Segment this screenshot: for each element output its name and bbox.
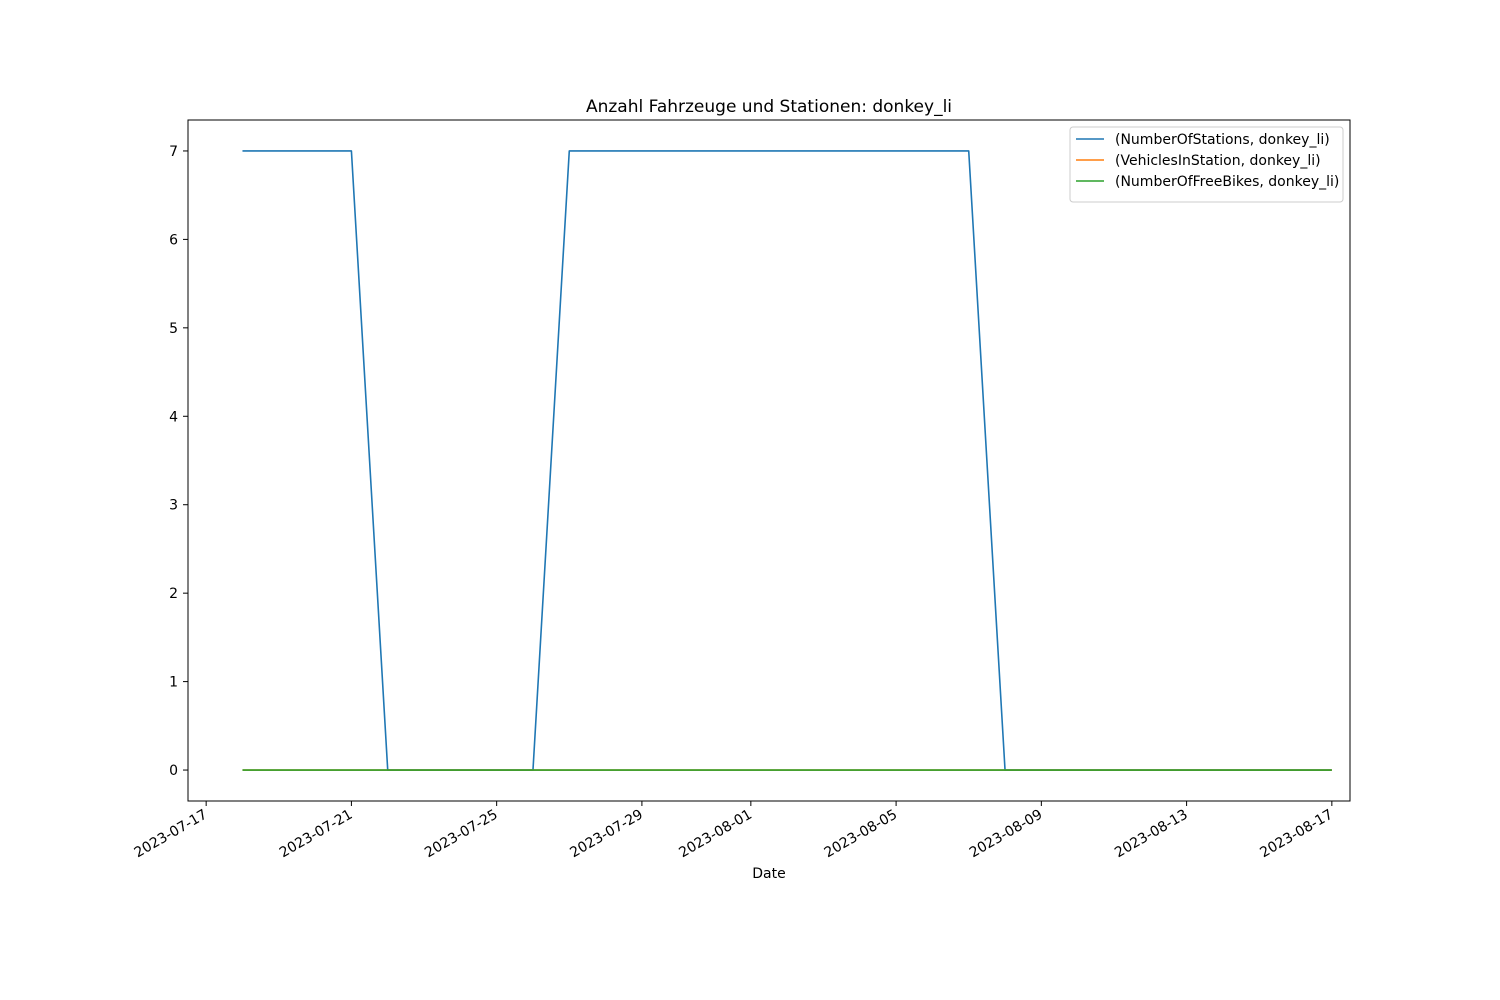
plot-frame bbox=[187, 119, 1351, 802]
y-tick-label: 4 bbox=[169, 409, 178, 425]
y-tick-label: 5 bbox=[169, 321, 178, 337]
y-tick-label: 0 bbox=[169, 763, 178, 779]
x-tick-label: 2023-08-13 bbox=[1112, 807, 1190, 862]
y-tick-label: 6 bbox=[169, 232, 178, 248]
x-axis: 2023-07-17 2023-07-21 2023-07-25 2023-07-29… bbox=[132, 801, 1336, 861]
legend-entry: (VehiclesInStation, donkey_li) bbox=[1115, 153, 1321, 169]
x-tick-label: 2023-07-17 bbox=[132, 807, 210, 862]
series-line-1 bbox=[242, 150, 1332, 771]
x-tick-label: 2023-08-09 bbox=[967, 807, 1045, 862]
x-tick-label: 2023-08-17 bbox=[1257, 807, 1335, 862]
y-tick-label: 7 bbox=[169, 144, 178, 160]
x-tick-label: 2023-07-29 bbox=[567, 807, 645, 862]
legend-box bbox=[1069, 126, 1344, 203]
x-tick-label: 2023-08-05 bbox=[822, 807, 900, 862]
y-axis: 0 1 2 3 4 5 6 7 bbox=[169, 144, 188, 779]
legend: (NumberOfStations, donkey_li) (VehiclesIn… bbox=[1069, 126, 1344, 203]
legend-entry: (NumberOfStations, donkey_li) bbox=[1115, 132, 1330, 148]
x-tick-label: 2023-07-21 bbox=[277, 807, 355, 862]
y-tick-label: 3 bbox=[169, 498, 178, 514]
y-tick-label: 2 bbox=[169, 586, 178, 602]
legend-entry: (NumberOfFreeBikes, donkey_li) bbox=[1115, 174, 1339, 190]
chart-title: Anzahl Fahrzeuge und Stationen: donkey_l… bbox=[586, 97, 952, 117]
x-axis-label: Date bbox=[752, 866, 785, 882]
x-tick-label: 2023-08-01 bbox=[676, 807, 754, 862]
x-tick-label: 2023-07-25 bbox=[422, 807, 500, 862]
series-layer bbox=[242, 150, 1332, 771]
y-tick-label: 1 bbox=[169, 675, 178, 691]
